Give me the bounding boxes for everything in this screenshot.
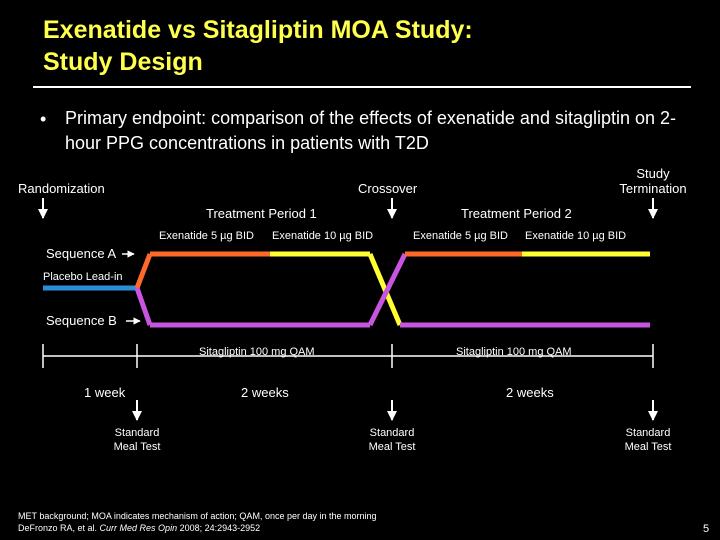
meal-test-2-line-2: Meal Test xyxy=(368,441,416,453)
meal-test-1-line-2: Meal Test xyxy=(113,441,161,453)
exenatide-10-p2-label: Exenatide 10 µg BID xyxy=(525,230,627,242)
slide-title: Exenatide vs Sitagliptin MOA Study: Stud… xyxy=(43,14,473,78)
page-number: 5 xyxy=(703,523,710,535)
exenatide-10-p1-label: Exenatide 10 µg BID xyxy=(272,230,374,242)
footnote-reference: DeFronzo RA, et al. Curr Med Res Opin 20… xyxy=(18,522,377,534)
duration-period-1: 2 weeks xyxy=(241,385,289,400)
meal-test-3-line-2: Meal Test xyxy=(624,441,672,453)
primary-endpoint-bullet: Primary endpoint: comparison of the effe… xyxy=(65,108,677,153)
meal-test-2-line-1: Standard xyxy=(369,427,415,439)
duration-leadin: 1 week xyxy=(84,385,126,400)
termination-line-1: Study xyxy=(636,166,670,181)
sequence-b-label: Sequence B xyxy=(46,313,117,328)
title-divider xyxy=(33,86,691,88)
placebo-leadin-label: Placebo Lead-in xyxy=(43,271,123,283)
sitagliptin-p2-label: Sitagliptin 100 mg QAM xyxy=(456,346,572,358)
ref-authors: DeFronzo RA, et al. xyxy=(18,523,100,533)
ref-journal: Curr Med Res Opin xyxy=(99,523,178,533)
randomization-label: Randomization xyxy=(18,181,105,196)
sitagliptin-p1-label: Sitagliptin 100 mg QAM xyxy=(199,346,315,358)
ref-details: 2008; 24:2943-2952 xyxy=(177,523,261,533)
meal-test-1-line-1: Standard xyxy=(114,427,160,439)
termination-line-2: Termination xyxy=(619,181,687,196)
footnote: MET background; MOA indicates mechanism … xyxy=(18,510,377,534)
sequence-b-drop xyxy=(134,287,153,326)
title-line-1: Exenatide vs Sitagliptin MOA Study: xyxy=(43,16,473,44)
meal-test-label-3: Standard Meal Test xyxy=(608,426,688,454)
meal-test-label-2: Standard Meal Test xyxy=(352,426,432,454)
crossover-label: Crossover xyxy=(358,181,418,196)
exenatide-5-p2-label: Exenatide 5 µg BID xyxy=(413,230,509,242)
exenatide-5-p1-label: Exenatide 5 µg BID xyxy=(159,230,255,242)
sequence-a-rise xyxy=(134,253,153,289)
duration-period-2: 2 weeks xyxy=(506,385,554,400)
period-2-label: Treatment Period 2 xyxy=(461,206,572,221)
crossover-b-to-exenatide xyxy=(367,252,408,327)
period-1-label: Treatment Period 1 xyxy=(206,206,317,221)
footnote-abbreviations: MET background; MOA indicates mechanism … xyxy=(18,511,377,521)
meal-test-label-1: Standard Meal Test xyxy=(97,426,177,454)
sequence-a-label: Sequence A xyxy=(46,246,117,261)
study-termination-label: Study Termination xyxy=(608,166,698,196)
title-line-2: Study Design xyxy=(43,48,203,76)
bullet-marker: • xyxy=(40,109,47,129)
meal-test-3-line-1: Standard xyxy=(625,427,671,439)
